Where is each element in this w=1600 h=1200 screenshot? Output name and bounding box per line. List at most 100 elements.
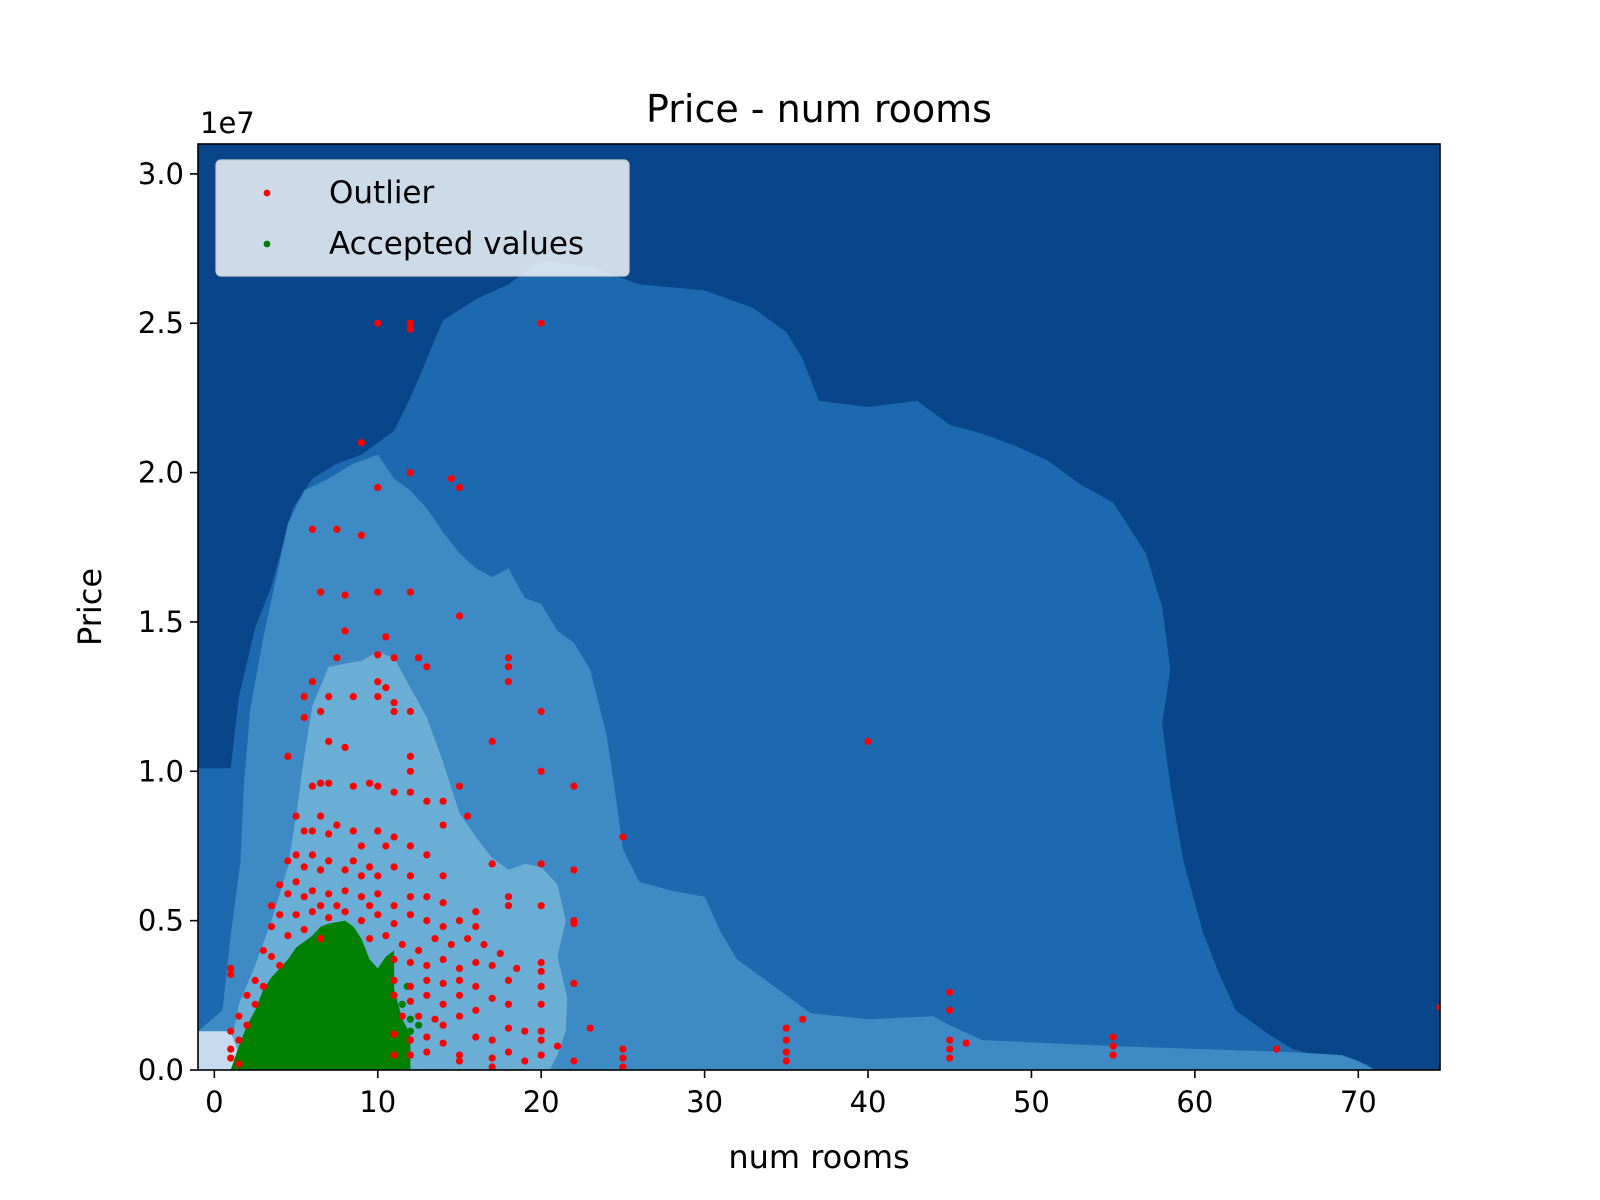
- outlier-point: [341, 866, 349, 874]
- outlier-point: [431, 1015, 439, 1023]
- outlier-point: [472, 923, 480, 931]
- outlier-point: [406, 872, 414, 880]
- outlier-point: [423, 797, 431, 805]
- x-tick-label: 0: [205, 1085, 223, 1119]
- y-tick-label: 2.0: [138, 456, 184, 490]
- outlier-point: [357, 893, 365, 901]
- outlier-point: [472, 908, 480, 916]
- outlier-point: [300, 713, 308, 722]
- outlier-point: [227, 1045, 235, 1053]
- outlier-point: [333, 821, 341, 829]
- outlier-point: [439, 923, 447, 931]
- outlier-point: [455, 917, 464, 925]
- outlier-point: [300, 926, 308, 934]
- outlier-point: [259, 982, 267, 991]
- outlier-point: [292, 851, 300, 859]
- accepted-point: [406, 1015, 414, 1023]
- outlier-point: [504, 976, 513, 985]
- outlier-point: [782, 1057, 790, 1065]
- outlier-point: [251, 976, 259, 985]
- outlier-point: [349, 827, 357, 835]
- outlier-point: [227, 1027, 235, 1035]
- outlier-point: [382, 684, 390, 692]
- outlier-point: [333, 525, 341, 533]
- outlier-point: [317, 866, 325, 874]
- accepted-point: [406, 1027, 414, 1035]
- outlier-point: [537, 319, 545, 327]
- outlier-point: [455, 1012, 464, 1020]
- outlier-point: [341, 908, 349, 916]
- outlier-point: [317, 902, 325, 910]
- outlier-point: [284, 857, 292, 865]
- outlier-point: [390, 1051, 398, 1059]
- outlier-point: [472, 1033, 480, 1041]
- x-tick-label: 70: [1340, 1085, 1377, 1119]
- outlier-point: [619, 1063, 627, 1070]
- outlier-point: [1436, 1003, 1440, 1011]
- outlier-point: [390, 902, 398, 910]
- x-tick-label: 60: [1176, 1085, 1213, 1119]
- outlier-point: [308, 525, 316, 533]
- outlier-point: [227, 970, 235, 979]
- outlier-point: [799, 1015, 807, 1023]
- outlier-point: [308, 908, 316, 916]
- outlier-point: [537, 767, 545, 775]
- outlier-point: [406, 997, 414, 1005]
- x-axis: 0 10 20 30 40 50 60 70: [205, 1070, 1377, 1119]
- outlier-point: [537, 902, 545, 910]
- outlier-point: [439, 872, 447, 880]
- outlier-point: [406, 1036, 414, 1044]
- outlier-point: [300, 893, 308, 901]
- outlier-point: [423, 961, 431, 970]
- outlier-point: [235, 1060, 243, 1068]
- outlier-point: [488, 860, 496, 868]
- outlier-point: [439, 979, 447, 988]
- y-tick-label: 1.0: [138, 754, 184, 788]
- outlier-point: [406, 588, 414, 596]
- outlier-point: [619, 833, 627, 841]
- outlier-point: [455, 782, 464, 790]
- outlier-point: [341, 627, 349, 635]
- outlier-point: [423, 851, 431, 859]
- outlier-point: [308, 827, 316, 835]
- outlier-point: [504, 663, 513, 671]
- outlier-point: [423, 893, 431, 901]
- outlier-point: [455, 1051, 464, 1059]
- outlier-point: [406, 842, 414, 850]
- outlier-point: [374, 890, 382, 898]
- outlier-point: [308, 887, 316, 895]
- x-tick-label: 30: [686, 1085, 723, 1119]
- legend-marker-accepted: [263, 240, 271, 248]
- outlier-point: [570, 979, 578, 988]
- outlier-point: [431, 935, 439, 943]
- outlier-point: [406, 325, 414, 333]
- outlier-point: [406, 911, 414, 919]
- outlier-point: [390, 699, 398, 707]
- outlier-point: [243, 991, 251, 999]
- legend-box: [215, 159, 630, 277]
- outlier-point: [415, 654, 423, 662]
- outlier-point: [504, 893, 513, 901]
- outlier-point: [464, 935, 472, 943]
- outlier-series: [227, 319, 1440, 1070]
- outlier-point: [267, 952, 276, 961]
- outlier-point: [300, 827, 308, 835]
- outlier-point: [284, 932, 292, 940]
- outlier-point: [374, 872, 382, 880]
- outlier-point: [423, 976, 431, 985]
- outlier-point: [308, 851, 316, 859]
- outlier-point: [325, 779, 333, 787]
- outlier-point: [390, 863, 398, 871]
- outlier-point: [504, 1000, 513, 1008]
- outlier-point: [537, 1051, 545, 1059]
- outlier-point: [390, 991, 398, 999]
- outlier-point: [333, 902, 341, 910]
- outlier-point: [374, 911, 382, 919]
- outlier-point: [398, 940, 406, 949]
- outlier-point: [406, 958, 414, 967]
- chart-title: Price - num rooms: [646, 87, 992, 131]
- outlier-point: [317, 812, 325, 820]
- outlier-point: [488, 737, 496, 746]
- y-axis: 0.0 0.5 1.0 1.5 2.0 2.5 3.0: [138, 157, 198, 1087]
- outlier-point: [317, 707, 325, 716]
